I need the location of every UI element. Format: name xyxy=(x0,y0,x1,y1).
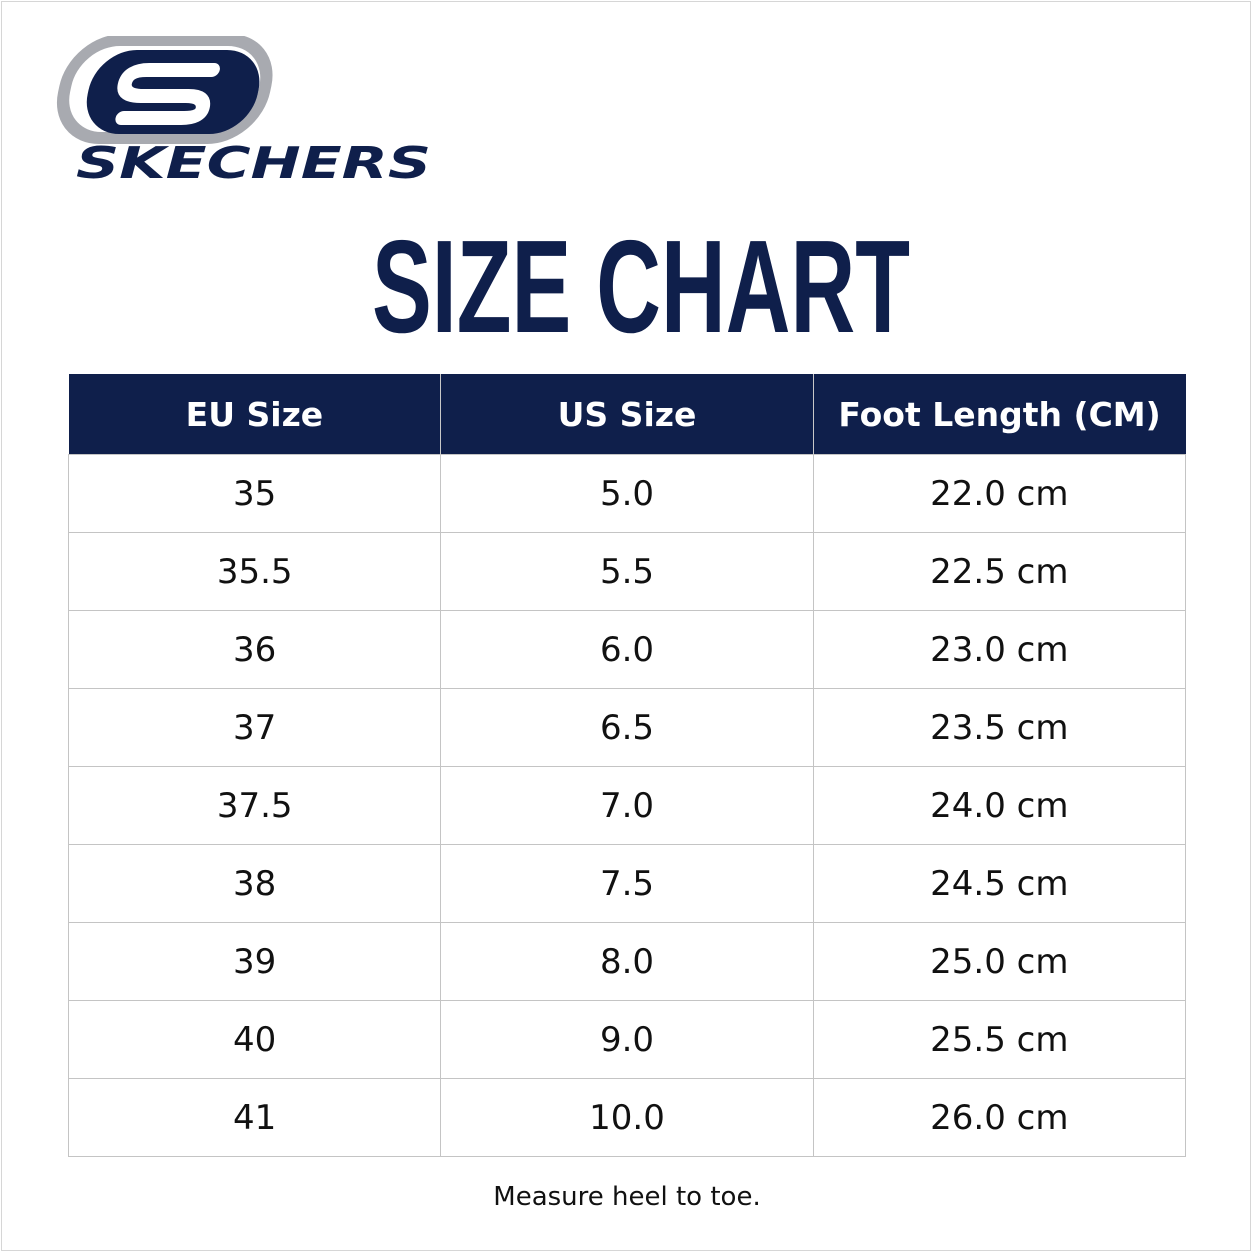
table-cell: 6.0 xyxy=(440,610,814,689)
table-cell: 22.0 cm xyxy=(812,454,1187,533)
table-cell: 25.0 cm xyxy=(812,922,1187,1001)
table-row: 40 9.0 25.5 cm xyxy=(67,1000,1187,1079)
table-cell: 37 xyxy=(67,688,442,767)
column-header: US Size xyxy=(440,374,814,455)
table-cell: 5.5 xyxy=(440,532,814,611)
logo-text: SKECHERS xyxy=(76,138,431,186)
size-table: EU Size US Size Foot Length (CM) 35 5.0 22.0… xyxy=(67,374,1187,1157)
table-row: 35.5 5.5 22.5 cm xyxy=(67,532,1187,611)
table-row: 39 8.0 25.0 cm xyxy=(67,922,1187,1001)
table-cell: 40 xyxy=(67,1000,442,1079)
column-header: EU Size xyxy=(68,374,441,455)
table-cell: 9.0 xyxy=(440,1000,814,1079)
table-row: 37 6.5 23.5 cm xyxy=(67,688,1187,767)
table-cell: 24.0 cm xyxy=(812,766,1187,845)
column-header: Foot Length (CM) xyxy=(812,374,1186,455)
table-cell: 23.5 cm xyxy=(812,688,1187,767)
table-cell: 36 xyxy=(67,610,442,689)
table-row: 38 7.5 24.5 cm xyxy=(67,844,1187,923)
table-row: 37.5 7.0 24.0 cm xyxy=(67,766,1187,845)
table-cell: 6.5 xyxy=(440,688,814,767)
table-body: 35 5.0 22.0 cm 35.5 5.5 22.5 cm 36 6.0 23.0 cm 37… xyxy=(67,454,1187,1157)
table-cell: 7.5 xyxy=(440,844,814,923)
table-cell: 8.0 xyxy=(440,922,814,1001)
table-row: 35 5.0 22.0 cm xyxy=(67,454,1187,533)
table-cell: 35 xyxy=(67,454,442,533)
table-cell: 37.5 xyxy=(67,766,442,845)
table-cell: 25.5 cm xyxy=(812,1000,1187,1079)
title-area: SIZE CHART xyxy=(372,220,910,350)
table-cell: 22.5 cm xyxy=(812,532,1187,611)
footer-note: Measure heel to toe. xyxy=(493,1182,761,1212)
table-row: 41 10.0 26.0 cm xyxy=(67,1078,1187,1157)
table-row: 36 6.0 23.0 cm xyxy=(67,610,1187,689)
logo-mark xyxy=(56,36,273,144)
table-cell: 10.0 xyxy=(440,1078,814,1157)
table-cell: 39 xyxy=(67,922,442,1001)
logo: SKECHERS xyxy=(56,36,431,186)
header-row: EU Size US Size Foot Length (CM) xyxy=(68,374,1186,455)
table-cell: 24.5 cm xyxy=(812,844,1187,923)
table-cell: 26.0 cm xyxy=(812,1078,1187,1157)
table-cell: 41 xyxy=(67,1078,442,1157)
table-cell: 35.5 xyxy=(67,532,442,611)
table-cell: 23.0 cm xyxy=(812,610,1187,689)
table-cell: 5.0 xyxy=(440,454,814,533)
table-cell: 38 xyxy=(67,844,442,923)
table-cell: 7.0 xyxy=(440,766,814,845)
title: SIZE CHART xyxy=(372,220,910,350)
